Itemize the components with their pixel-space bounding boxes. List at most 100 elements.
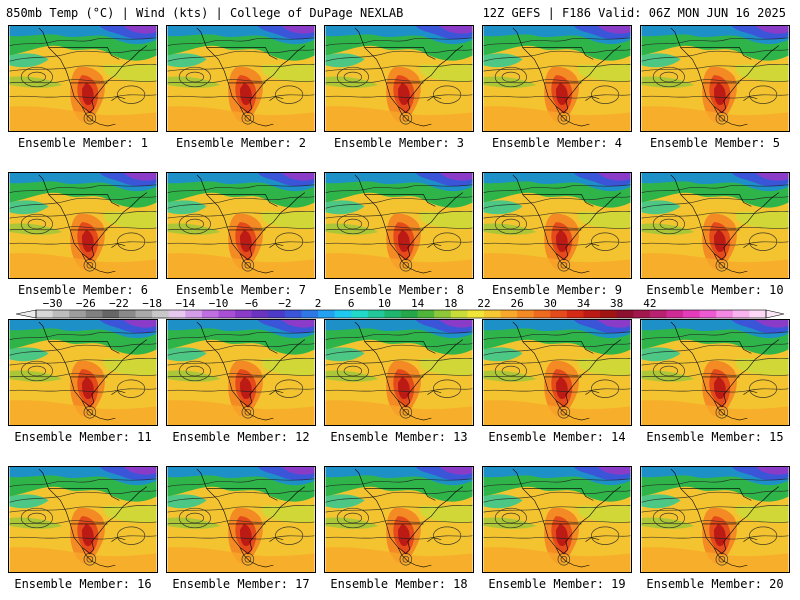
temperature-colorbar	[15, 309, 785, 319]
ensemble-member-panel	[8, 466, 158, 573]
ensemble-member-panel	[166, 25, 316, 132]
ensemble-member-label: Ensemble Member: 8	[333, 283, 465, 297]
colorbar-swatch	[235, 310, 253, 318]
colorbar-tick-label: 30	[543, 297, 557, 310]
colorbar-swatch	[699, 310, 717, 318]
ensemble-member-panel	[640, 172, 790, 279]
temperature-wind-map	[166, 319, 316, 426]
ensemble-member-label: Ensemble Member: 10	[646, 283, 784, 297]
ensemble-member-panel	[324, 172, 474, 279]
ensemble-member-panel	[640, 466, 790, 573]
colorbar-swatch	[284, 310, 302, 318]
ensemble-member-panel	[482, 25, 632, 132]
ensemble-member-label: Ensemble Member: 17	[172, 577, 310, 591]
ensemble-member-panel	[166, 466, 316, 573]
colorbar-tick-label: 38	[610, 297, 624, 310]
colorbar-swatch	[367, 310, 385, 318]
colorbar-swatch	[118, 310, 136, 318]
temperature-wind-map	[482, 25, 632, 132]
colorbar-swatch	[749, 310, 767, 318]
ensemble-member-label: Ensemble Member: 20	[646, 577, 784, 591]
ensemble-member-label: Ensemble Member: 13	[330, 430, 468, 444]
colorbar-tick-label: −2	[278, 297, 292, 310]
colorbar-swatch	[550, 310, 568, 318]
colorbar-swatch	[201, 310, 219, 318]
temperature-wind-map	[482, 172, 632, 279]
colorbar-swatch	[135, 310, 153, 318]
colorbar-swatch	[417, 310, 435, 318]
colorbar-swatch	[301, 310, 319, 318]
colorbar-swatch	[152, 310, 170, 318]
colorbar-swatch	[467, 310, 485, 318]
ensemble-member-label: Ensemble Member: 6	[17, 283, 149, 297]
colorbar-swatch	[732, 310, 750, 318]
colorbar-swatch	[450, 310, 468, 318]
colorbar-tick-label: 34	[576, 297, 591, 310]
colorbar-swatch	[351, 310, 369, 318]
colorbar-swatch	[401, 310, 418, 318]
colorbar-swatch	[168, 310, 186, 318]
colorbar-tick-label: 22	[477, 297, 491, 310]
ensemble-member-panel	[482, 466, 632, 573]
colorbar-tick-label: −30	[42, 297, 63, 310]
ensemble-member-label: Ensemble Member: 5	[649, 136, 781, 150]
temperature-wind-map	[640, 319, 790, 426]
ensemble-member-label: Ensemble Member: 11	[14, 430, 152, 444]
ensemble-member-label: Ensemble Member: 14	[488, 430, 626, 444]
colorbar-tick-label: −6	[245, 297, 259, 310]
colorbar-tick-label: 6	[347, 297, 355, 310]
temperature-wind-map	[640, 466, 790, 573]
ensemble-member-label: Ensemble Member: 18	[330, 577, 468, 591]
colorbar-swatch	[218, 310, 236, 318]
colorbar-right-arrow	[765, 309, 785, 319]
colorbar-tick-label: 14	[410, 297, 425, 310]
colorbar-swatch	[85, 310, 103, 318]
colorbar-swatch	[616, 310, 634, 318]
colorbar-tick-label: −14	[175, 297, 196, 310]
ensemble-member-panel	[324, 466, 474, 573]
temperature-wind-map	[324, 25, 474, 132]
colorbar-tick-label: −10	[208, 297, 229, 310]
ensemble-member-label: Ensemble Member: 19	[488, 577, 626, 591]
ensemble-member-panel	[640, 25, 790, 132]
ensemble-member-label: Ensemble Member: 16	[14, 577, 152, 591]
colorbar-swatch	[683, 310, 701, 318]
colorbar-swatch	[633, 310, 651, 318]
ensemble-member-label: Ensemble Member: 7	[175, 283, 307, 297]
colorbar-tick-label: 10	[377, 297, 392, 310]
colorbar-swatch	[533, 310, 551, 318]
colorbar-swatch	[600, 310, 618, 318]
colorbar-swatch	[185, 310, 203, 318]
colorbar-swatch	[716, 310, 734, 318]
colorbar-tick-label: −22	[109, 297, 129, 310]
temperature-wind-map	[640, 25, 790, 132]
ensemble-member-panel	[8, 319, 158, 426]
temperature-wind-map	[166, 25, 316, 132]
temperature-wind-map	[640, 172, 790, 279]
ensemble-member-panel	[482, 172, 632, 279]
colorbar-swatch	[517, 310, 535, 318]
colorbar-tick-label: 26	[510, 297, 524, 310]
temperature-wind-map	[482, 319, 632, 426]
colorbar-swatch	[666, 310, 684, 318]
ensemble-member-panel	[324, 25, 474, 132]
ensemble-member-panel	[166, 172, 316, 279]
colorbar-swatch	[649, 310, 667, 318]
map-title: 850mb Temp (°C) | Wind (kts) | College o…	[6, 6, 404, 20]
colorbar-tick-label: 2	[314, 297, 322, 310]
temperature-wind-map	[324, 172, 474, 279]
temperature-wind-map	[166, 172, 316, 279]
colorbar-swatch	[251, 310, 269, 318]
colorbar-swatch	[52, 310, 70, 318]
colorbar-swatch	[69, 310, 87, 318]
ensemble-member-panel	[8, 172, 158, 279]
colorbar-swatch	[566, 310, 584, 318]
ensemble-member-panel	[8, 25, 158, 132]
ensemble-member-label: Ensemble Member: 2	[175, 136, 307, 150]
colorbar-swatch	[318, 310, 336, 318]
ensemble-member-panel	[166, 319, 316, 426]
ensemble-member-label: Ensemble Member: 15	[646, 430, 784, 444]
ensemble-member-panel	[482, 319, 632, 426]
temperature-wind-map	[482, 466, 632, 573]
colorbar-swatch	[500, 310, 518, 318]
